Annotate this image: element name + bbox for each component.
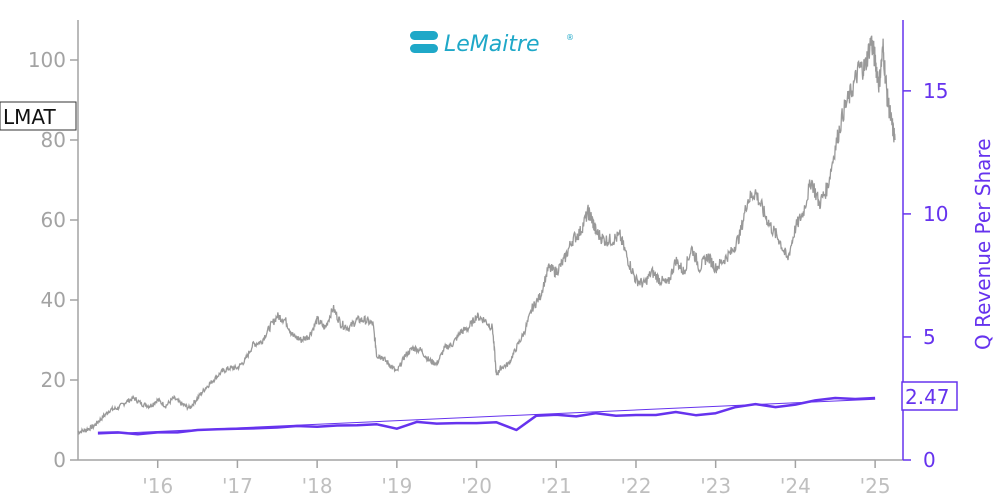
- x-tick-label: '18: [302, 474, 333, 498]
- ticker-badge-box: [0, 101, 77, 131]
- last-value-badge: 2.47: [901, 381, 958, 411]
- series-layer: [77, 35, 896, 436]
- series-lmat-price-line: [77, 35, 896, 436]
- x-tick-label: '22: [620, 474, 651, 498]
- logo-registered-mark: ®: [566, 33, 574, 42]
- x-tick-label: '19: [381, 474, 412, 498]
- x-tick-label: '17: [222, 474, 253, 498]
- y-left-tick-label: 60: [41, 208, 66, 232]
- tick-labels: 0 20 40 60 80 100 0 5 10 15 '16 '17 '18 '19 '20 '21 '22 '…: [28, 48, 949, 498]
- lemaitre-logo: LeMaitre ®: [410, 31, 574, 57]
- ticker-label: LMAT: [3, 105, 57, 129]
- y-right-tick-label: 10: [923, 202, 948, 226]
- y-left-tick-label: 40: [41, 288, 66, 312]
- logo-mark-top: [410, 31, 438, 40]
- y-left-tick-label: 100: [28, 48, 66, 72]
- y-left-tick-label: 80: [41, 128, 66, 152]
- x-tick-label: '21: [541, 474, 572, 498]
- y-right-axis-label: Q Revenue Per Share: [971, 138, 995, 350]
- x-tick-label: '20: [461, 474, 492, 498]
- ticker-badge: LMAT: [0, 101, 77, 131]
- y-left-tick-label: 0: [53, 448, 66, 472]
- x-tick-label: '25: [860, 474, 891, 498]
- last-value-label: 2.47: [905, 385, 950, 409]
- x-tick-label: '23: [700, 474, 731, 498]
- logo-mark-bottom: [410, 44, 438, 53]
- logo-text: LeMaitre: [444, 32, 540, 57]
- y-right-tick-label: 15: [923, 79, 948, 103]
- y-right-tick-label: 5: [923, 325, 936, 349]
- y-left-tick-label: 20: [41, 368, 66, 392]
- y-right-tick-label: 0: [923, 448, 936, 472]
- series-q-revenue-per-share-line: [97, 396, 876, 436]
- last-value-box: [901, 381, 958, 411]
- x-tick-label: '24: [780, 474, 811, 498]
- x-tick-label: '16: [142, 474, 173, 498]
- axes: [70, 20, 911, 468]
